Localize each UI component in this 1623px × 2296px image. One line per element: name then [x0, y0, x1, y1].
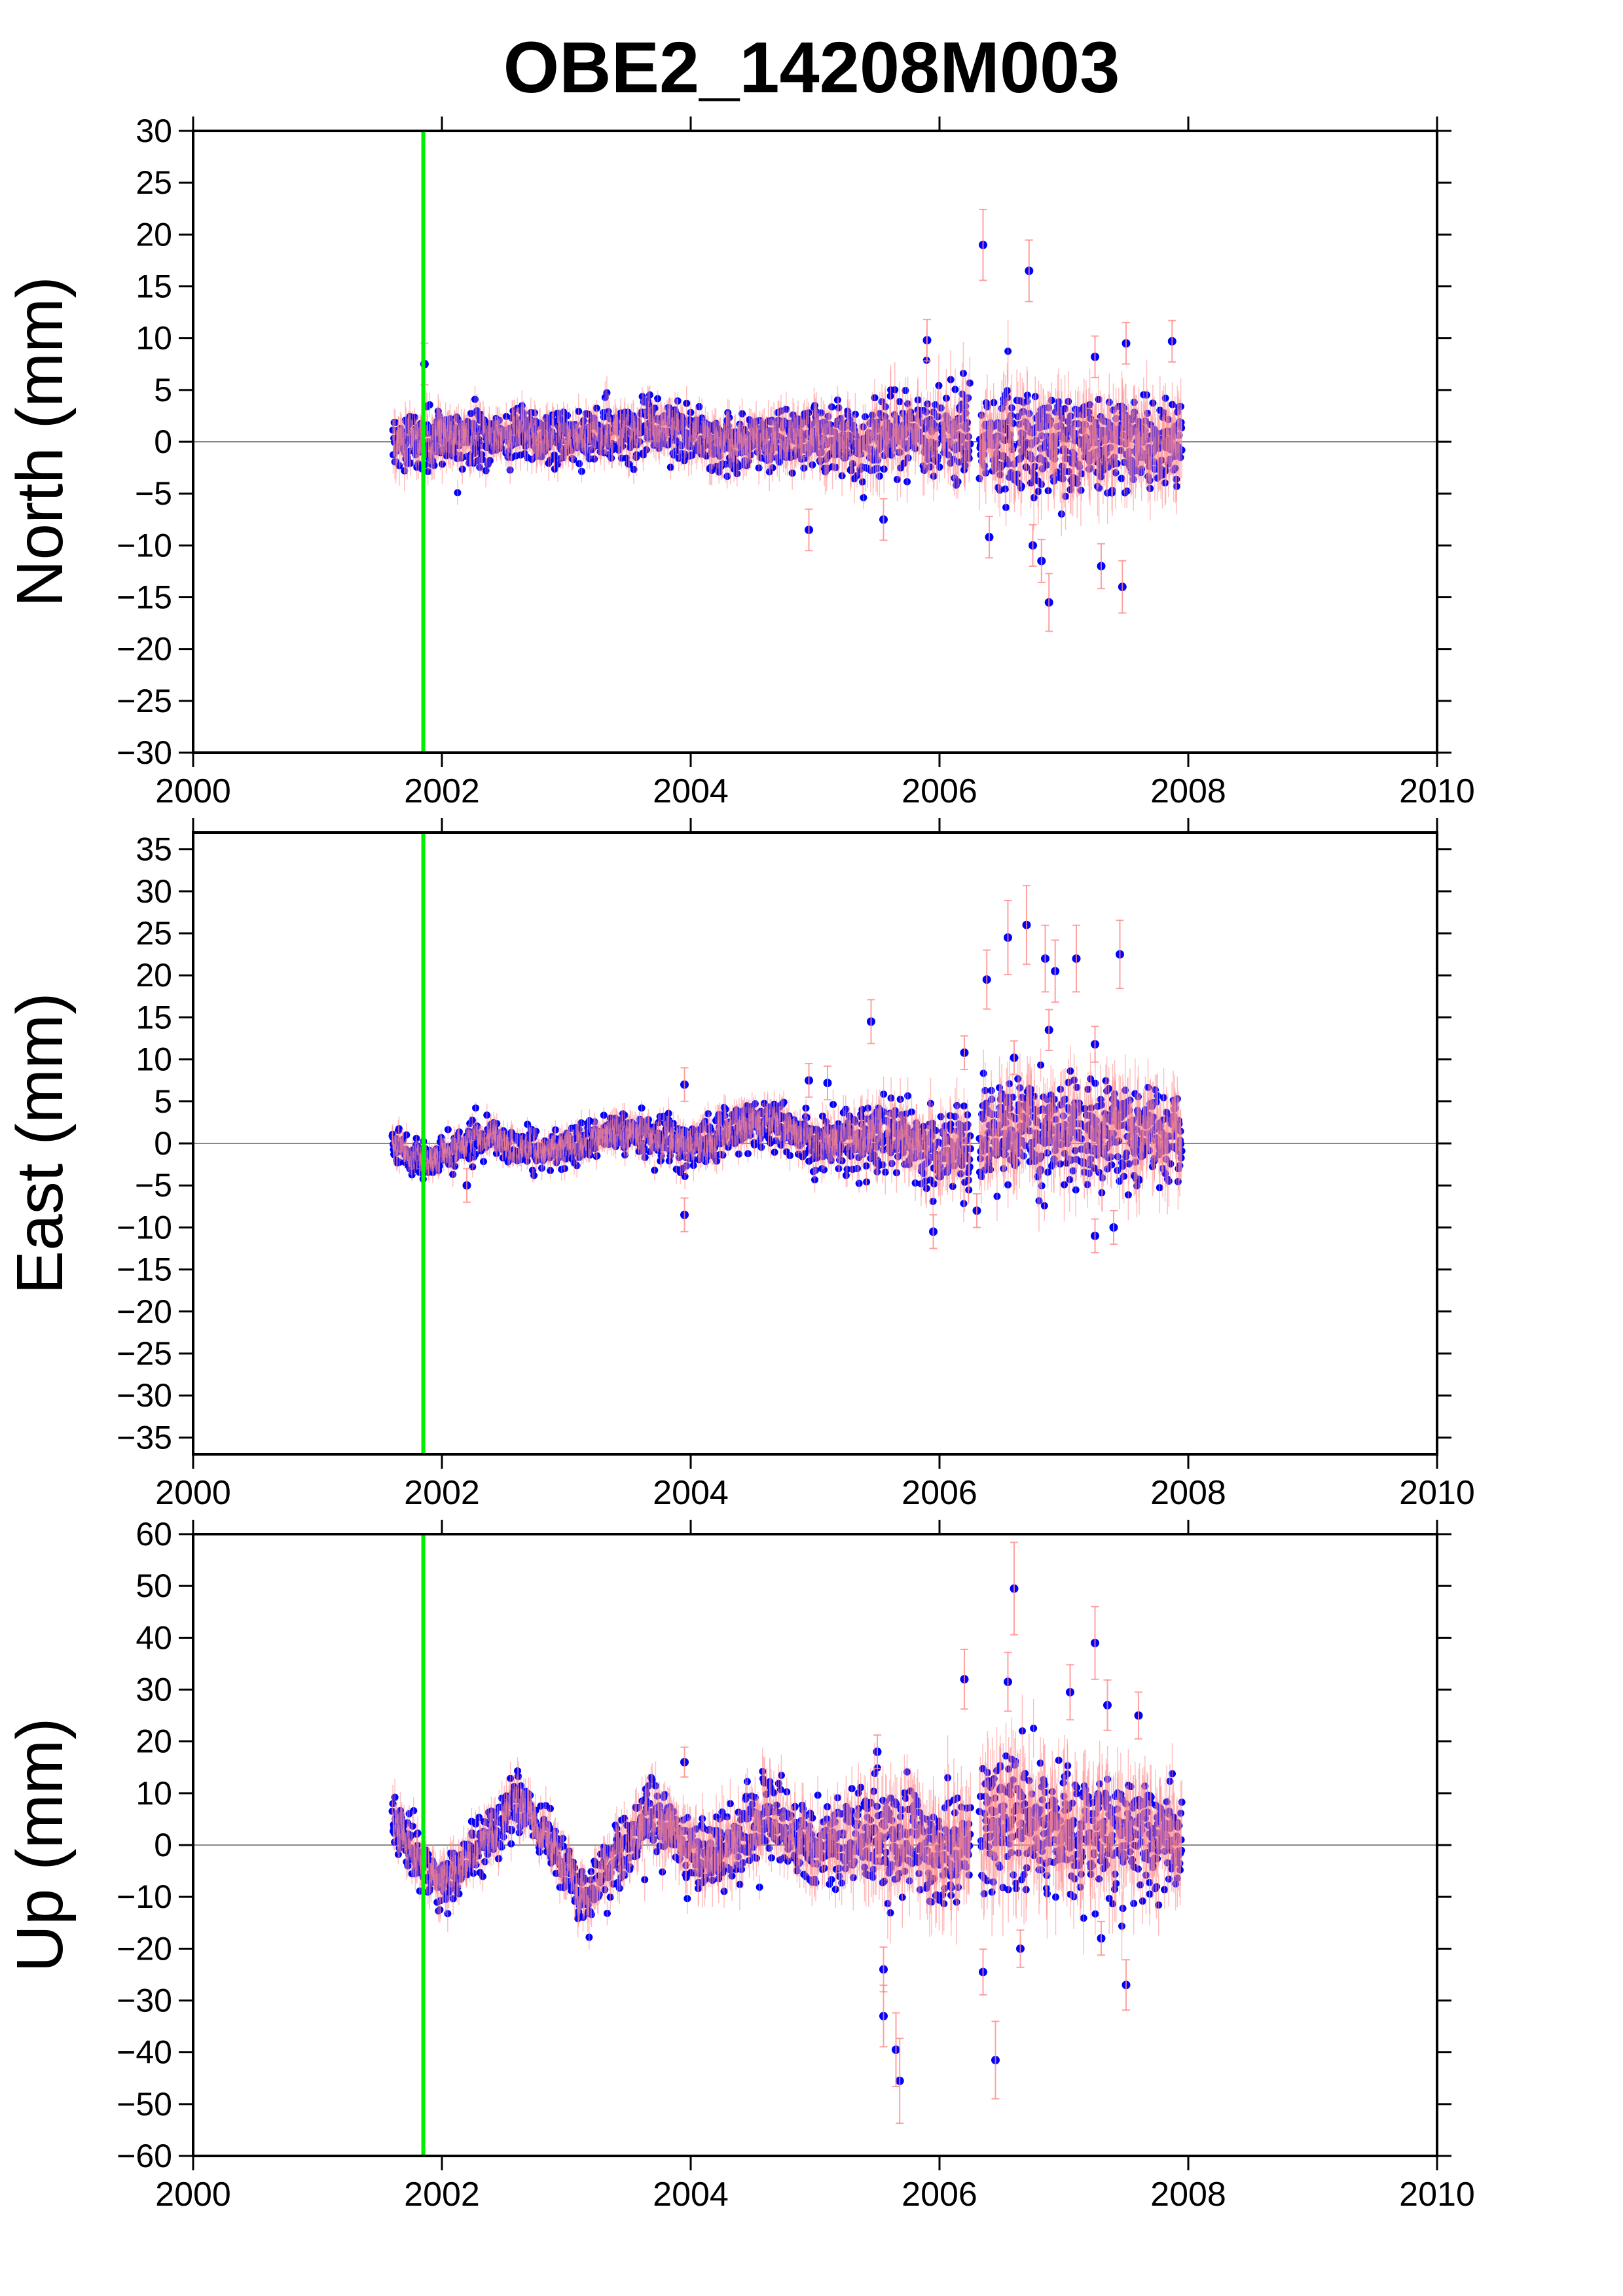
x-tick-label: 2010 [1399, 772, 1475, 810]
data-points [388, 920, 1186, 1240]
y-tick-label: 0 [154, 423, 172, 460]
y-tick-label: −30 [117, 734, 172, 771]
y-tick-label: 10 [136, 320, 172, 357]
x-tick-label: 2008 [1150, 772, 1226, 810]
y-tick-label: −15 [117, 579, 172, 616]
y-tick-label: −10 [117, 527, 172, 564]
x-tick-label: 2004 [653, 772, 729, 810]
chart-title: OBE2_14208M003 [503, 27, 1120, 108]
y-tick-label: −25 [117, 683, 172, 719]
y-tick-label: 25 [136, 164, 172, 201]
y-tick-label: −5 [135, 475, 172, 512]
x-tick-label: 2006 [902, 772, 977, 810]
x-tick-label: 2002 [404, 772, 480, 810]
y-tick-label: 30 [136, 113, 172, 149]
y-tick-label: −20 [117, 631, 172, 668]
x-tick-label: 2000 [155, 772, 231, 810]
y-tick-label: 5 [154, 372, 172, 408]
y-tick-label: 15 [136, 268, 172, 305]
y-axis-label: North (mm) [3, 276, 77, 607]
y-tick-label: 20 [136, 216, 172, 253]
